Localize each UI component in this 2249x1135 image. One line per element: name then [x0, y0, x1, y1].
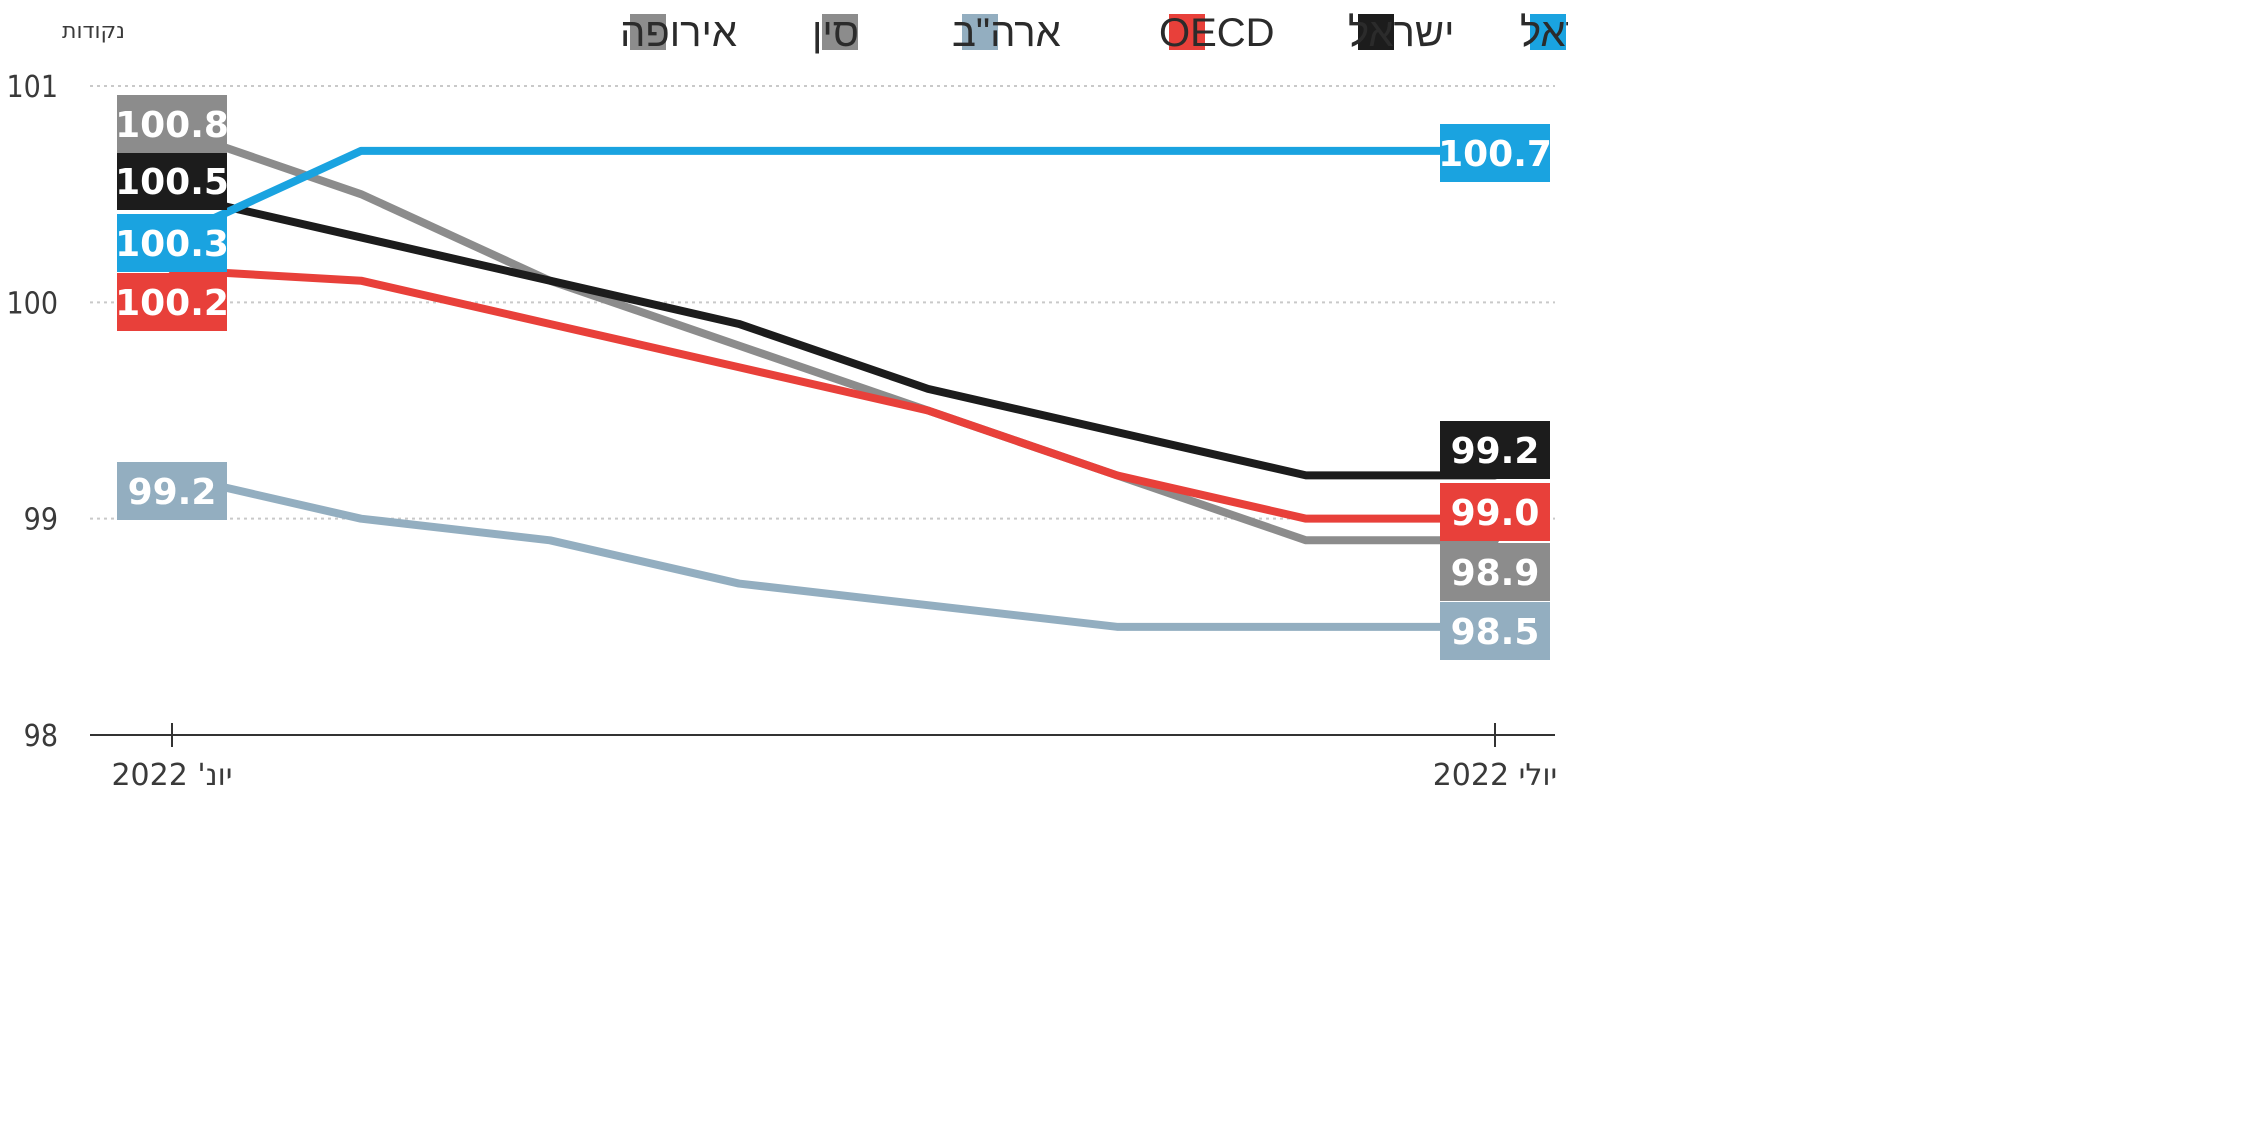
legend: ישראל ישראל OECD ארה"ב סין אירופה: [620, 11, 1568, 55]
start-value-label: 100.3: [115, 224, 229, 265]
legend-label: ישראל: [1520, 11, 1568, 55]
legend-swatch: [822, 14, 858, 50]
start-value-label: 99.2: [128, 472, 217, 513]
start-value-box: [117, 95, 227, 153]
y-tick-label: 101: [6, 70, 58, 105]
end-value-box: [1440, 124, 1550, 182]
end-value-box: [1440, 543, 1550, 601]
start-value-label: 100.2: [115, 283, 229, 324]
start-value-box: [117, 273, 227, 331]
x-tick-label: יונ' 2022: [111, 758, 232, 791]
end-value-box: [1440, 421, 1550, 479]
start-value-box: [117, 462, 227, 520]
series-lines: [168, 125, 1499, 631]
start-value-label: 100.8: [115, 105, 229, 146]
legend-label: ארה"ב: [952, 11, 1061, 55]
end-value-label: 100.7: [1438, 134, 1552, 175]
value-labels: 99.2 100.2 100.3 100.5 100.8 98.5 98.9 99.0 99.2…: [115, 95, 1552, 660]
legend-swatch: [1530, 14, 1566, 50]
series-line-1: [168, 190, 1499, 480]
legend-swatch: [630, 14, 666, 50]
start-value-box: [117, 214, 227, 272]
end-value-label: 98.5: [1451, 612, 1540, 653]
x-tick-label: יולי 2022: [1433, 758, 1558, 791]
end-value-box: [1440, 483, 1550, 541]
start-value-box: [117, 152, 227, 210]
legend-label: ישראל: [1348, 11, 1454, 55]
legend-label: אירופה: [620, 11, 737, 55]
x-axis: יונ' 2022 יולי 2022: [90, 723, 1557, 791]
start-value-label: 100.5: [115, 162, 229, 203]
y-tick-label: 99: [24, 503, 58, 538]
legend-label: סין: [812, 11, 859, 55]
line-chart: ישראל ישראל OECD ארה"ב סין אירופה נקודות 98 99…: [6, 11, 1568, 791]
end-value-label: 99.2: [1451, 431, 1540, 472]
series-line-2: [168, 265, 1499, 523]
y-axis-unit-label: נקודות: [62, 19, 125, 44]
end-value-box: [1440, 602, 1550, 660]
y-tick-label: 100: [6, 286, 58, 321]
legend-label: OECD: [1159, 11, 1275, 55]
y-tick-label: 98: [24, 719, 58, 754]
series-line-3: [168, 471, 1499, 631]
y-axis-ticks: 98 99 100 101: [6, 70, 58, 754]
end-value-label: 98.9: [1451, 553, 1540, 594]
series-line-4: [168, 125, 1499, 545]
legend-swatch: [1358, 14, 1394, 50]
end-value-label: 99.0: [1451, 493, 1540, 534]
legend-swatch: [1169, 14, 1205, 50]
legend-swatch: [962, 14, 998, 50]
series-line-0: [168, 146, 1499, 242]
